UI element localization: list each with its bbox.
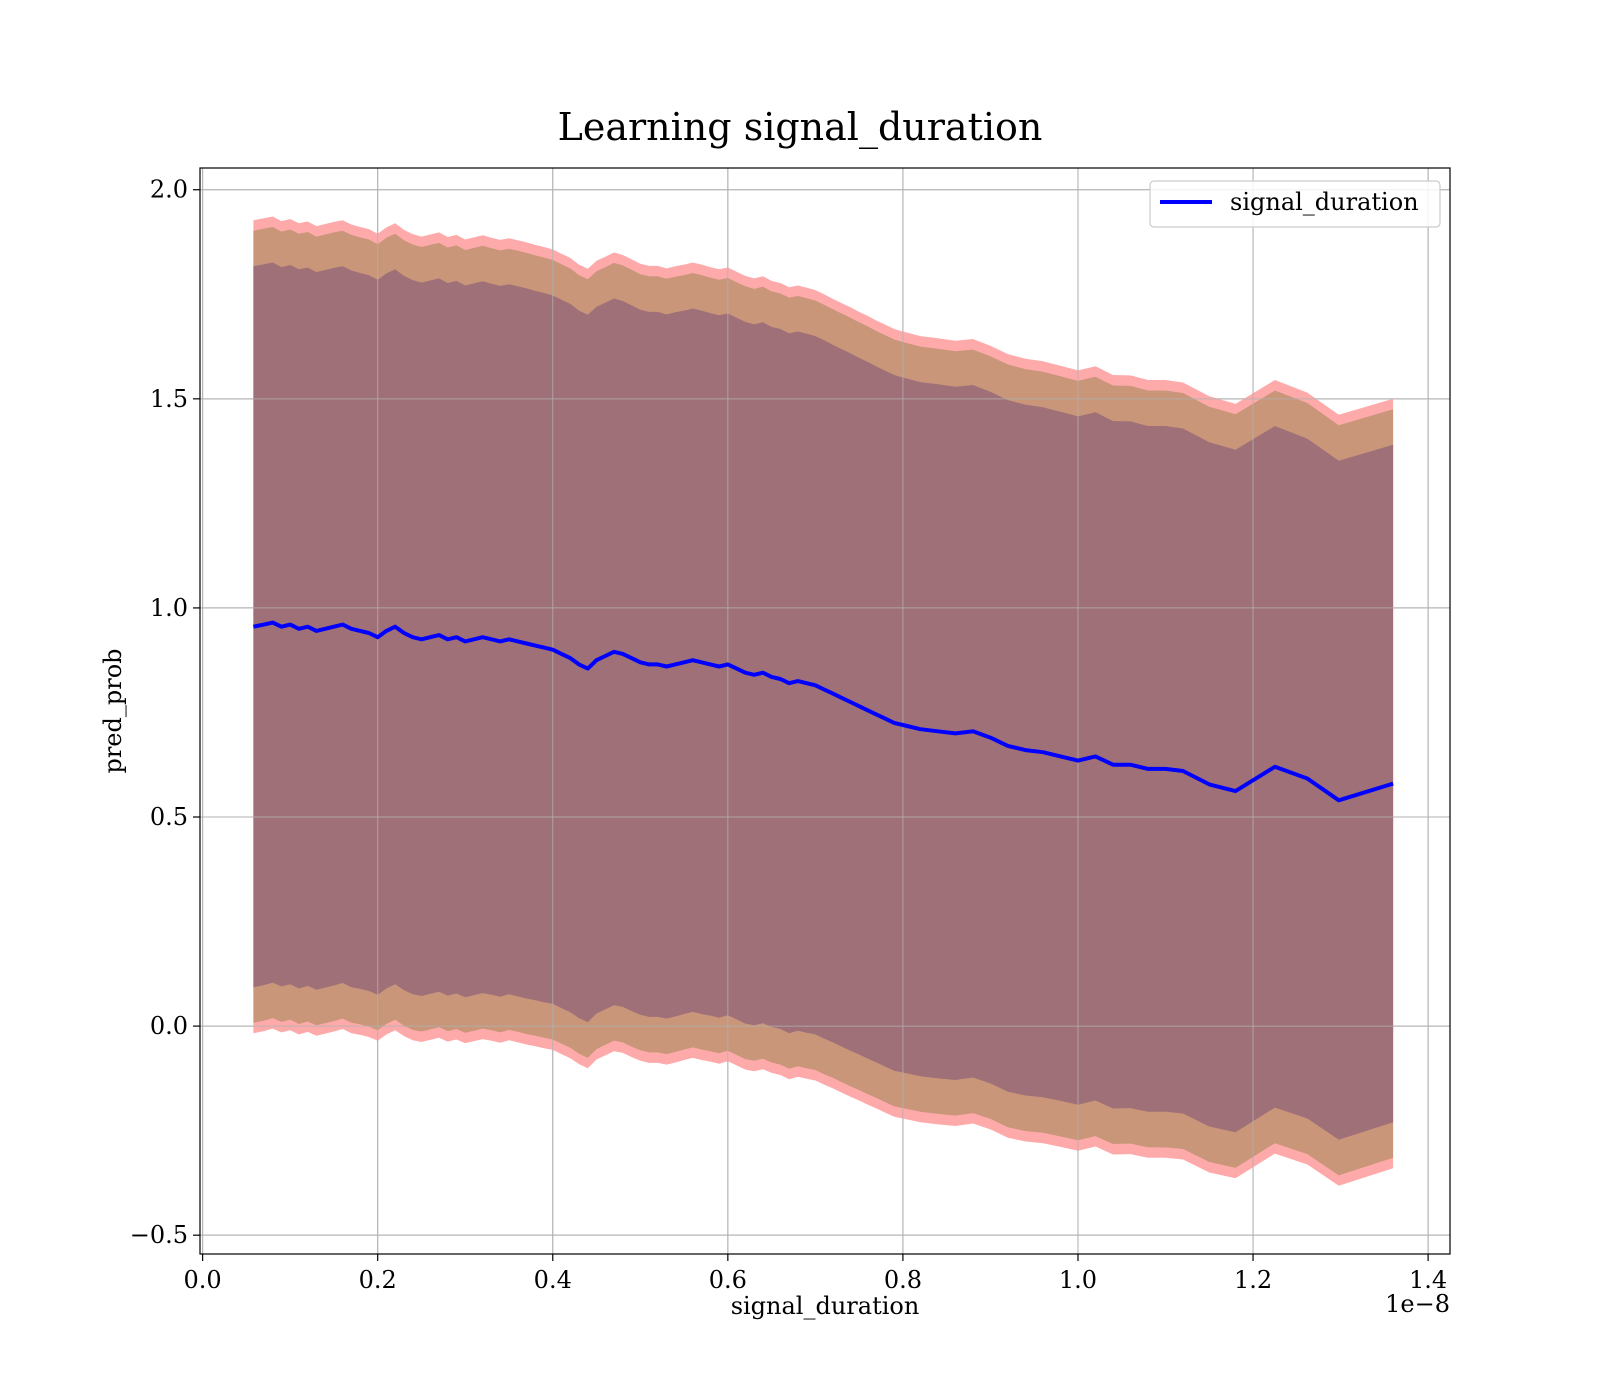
y-tick-label: 2.0 xyxy=(150,176,188,204)
x-tick-label: 0.4 xyxy=(534,1266,572,1294)
x-axis-offset-label: 1e−8 xyxy=(1385,1290,1450,1318)
legend-box xyxy=(1149,180,1441,228)
x-axis-label: signal_duration xyxy=(731,1292,920,1320)
x-tick-label: 0.6 xyxy=(709,1266,747,1294)
y-tick-label: 0.0 xyxy=(150,1012,188,1040)
y-tick-label: −0.5 xyxy=(130,1221,188,1249)
x-tick-label: 0.0 xyxy=(184,1266,222,1294)
series-line-signal-duration xyxy=(253,620,1394,803)
x-tick-label: 1.4 xyxy=(1409,1266,1447,1294)
y-tick-label: 1.5 xyxy=(150,385,188,413)
chart-title: Learning signal_duration xyxy=(558,105,1043,150)
x-tick-label: 0.8 xyxy=(884,1266,922,1294)
plot-area: 0.0 0.2 0.4 0.6 0.8 1.0 1.2 1.4 −0.5 0.0 0.5 1.0 1.5… xyxy=(130,168,1450,1294)
y-axis-label: pred_prob xyxy=(99,648,127,773)
y-tick-label: 1.0 xyxy=(150,594,188,622)
x-tick-label: 1.2 xyxy=(1234,1266,1272,1294)
x-tick-label: 1.0 xyxy=(1059,1266,1097,1294)
y-tick-label: 0.5 xyxy=(150,803,188,831)
legend: signal_duration xyxy=(1149,180,1441,228)
inner-band xyxy=(253,262,1394,1140)
legend-label: signal_duration xyxy=(1230,188,1419,216)
x-tick-label: 0.2 xyxy=(359,1266,397,1294)
plot-frame xyxy=(199,167,1451,1255)
